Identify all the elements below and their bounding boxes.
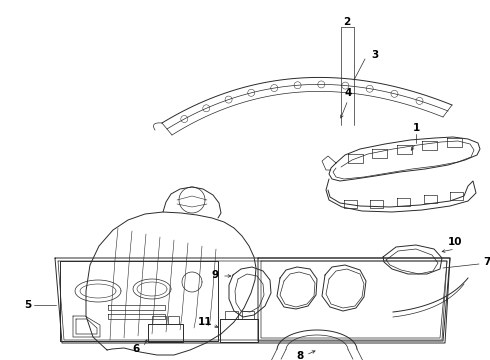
Text: 10: 10 <box>448 237 462 247</box>
Text: 3: 3 <box>371 50 379 60</box>
Text: 2: 2 <box>343 17 351 27</box>
Text: 9: 9 <box>212 270 219 280</box>
Text: 1: 1 <box>413 123 419 133</box>
Text: 4: 4 <box>344 88 352 98</box>
Text: 8: 8 <box>296 351 304 360</box>
Text: 7: 7 <box>483 257 490 267</box>
Text: 6: 6 <box>132 344 140 354</box>
Text: 11: 11 <box>198 317 212 327</box>
Text: 5: 5 <box>24 300 32 310</box>
